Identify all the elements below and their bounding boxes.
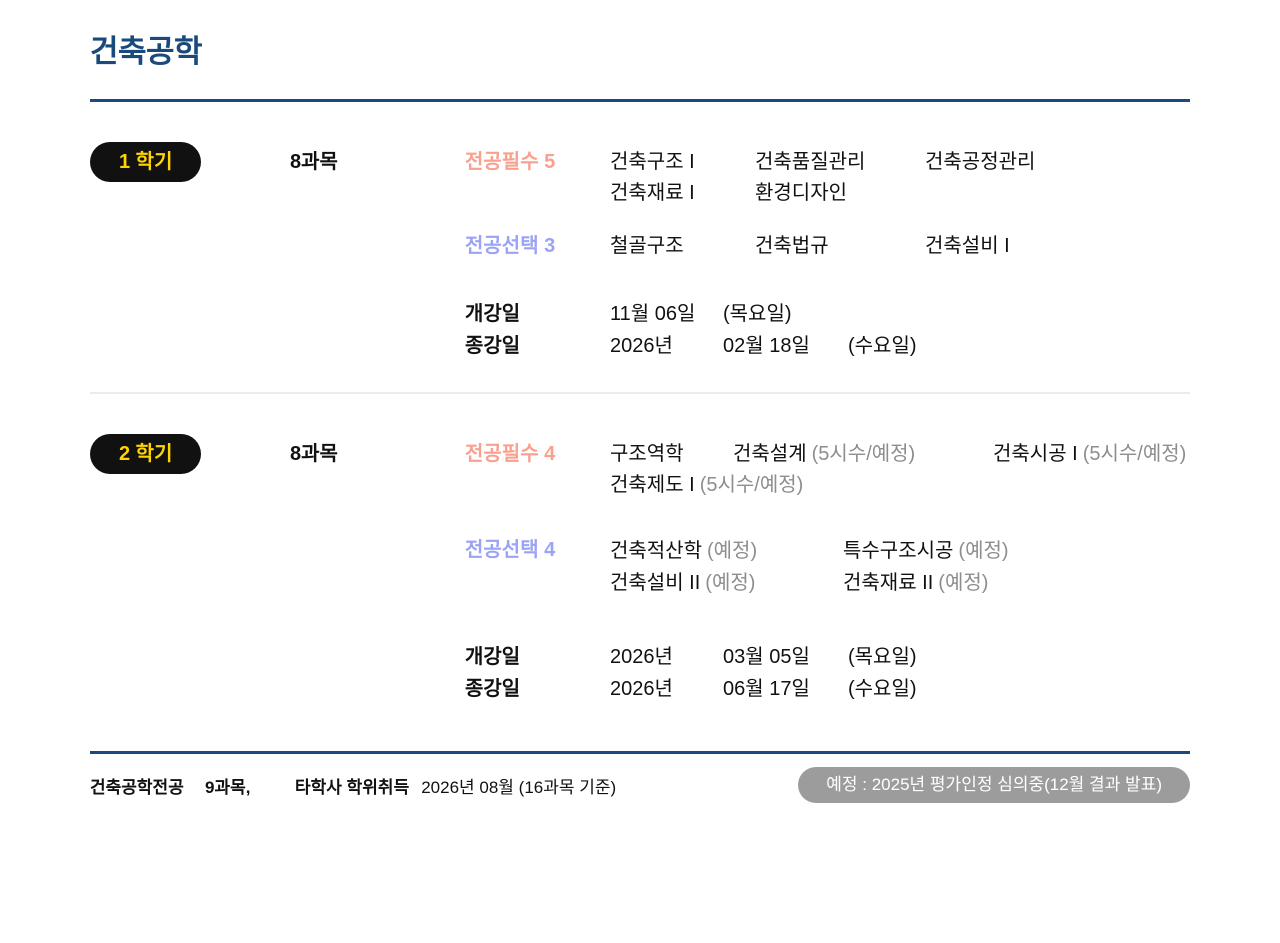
- semester-1-details: 전공필수 5 건축구조 I 건축품질관리 건축공정관리 건축재료 I 환경디자인…: [465, 142, 1190, 362]
- footer-degree-label: 타학사 학위취득: [295, 777, 410, 797]
- date-part: 2026년: [610, 646, 673, 668]
- semester-2-details: 전공필수 4 구조역학 건축설계 (5시수/예정) 건축시공 I (5시수/예정) …: [465, 434, 1190, 705]
- page: 건축공학 1 학기 8과목 전공필수 5 건축구조 I 건축품질관리 건축공정관…: [90, 34, 1190, 803]
- course-row: 건축구조 I 건축품질관리 건축공정관리: [610, 147, 1190, 178]
- accreditation-status-badge: 예정 : 2025년 평가인정 심의중(12월 결과 발표): [798, 767, 1190, 803]
- course: 건축법규: [755, 235, 829, 257]
- end-date-label: 종강일: [465, 678, 521, 700]
- course-note: (5시수/예정): [699, 474, 804, 496]
- course: 환경디자인: [755, 182, 847, 204]
- course-row: 건축설비 II (예정) 건축재료 II (예정): [610, 567, 1190, 599]
- course: 건축재료 II (예정): [843, 572, 989, 594]
- course-note: (예정): [707, 540, 758, 562]
- semester-1-elective-label: 전공선택 3: [465, 235, 556, 257]
- course-note: (5시수/예정): [1082, 443, 1187, 465]
- start-date-row: 개강일 11월 06일 (목요일): [465, 298, 1190, 330]
- course: 건축설비 II (예정): [610, 572, 756, 594]
- footer: 건축공학전공 9과목, 타학사 학위취득 2026년 08월 (16과목 기준)…: [90, 767, 1190, 803]
- semester-2-course-count: 8과목: [290, 443, 338, 465]
- semester-1-elective-group: 전공선택 3 철골구조 건축법규 건축설비 I: [465, 231, 1190, 262]
- course-note: (예정): [705, 572, 756, 594]
- course-note: (예정): [958, 540, 1009, 562]
- course: 구조역학: [610, 443, 684, 465]
- course-row: 건축제도 I (5시수/예정): [610, 470, 1190, 501]
- semester-1-section: 1 학기 8과목 전공필수 5 건축구조 I 건축품질관리 건축공정관리 건축재…: [90, 142, 1190, 362]
- start-date-row: 개강일 2026년 03월 05일 (목요일): [465, 641, 1190, 673]
- semester-2-section: 2 학기 8과목 전공필수 4 구조역학 건축설계 (5시수/예정) 건축시공 I…: [90, 434, 1190, 705]
- date-part: (목요일): [723, 303, 792, 325]
- end-date-row: 종강일 2026년 02월 18일 (수요일): [465, 330, 1190, 362]
- start-date-label: 개강일: [465, 303, 521, 325]
- date-part: 2026년: [610, 335, 673, 357]
- semester-1-required-label: 전공필수 5: [465, 151, 556, 173]
- course-row: 건축적산학 (예정) 특수구조시공 (예정): [610, 535, 1190, 567]
- semester-2-dates: 개강일 2026년 03월 05일 (목요일) 종강일 2026년 06월 17…: [465, 641, 1190, 705]
- semester-2-badge: 2 학기: [90, 434, 202, 474]
- course-row: 철골구조 건축법규 건축설비 I: [610, 231, 1190, 262]
- date-part: 06월 17일: [723, 678, 810, 700]
- course: 건축품질관리: [755, 151, 866, 173]
- course: 건축공정관리: [925, 151, 1036, 173]
- semester-1-badge-col: 1 학기: [90, 142, 290, 362]
- semester-1-dates: 개강일 11월 06일 (목요일) 종강일 2026년 02월 18일 (수요일…: [465, 298, 1190, 362]
- semester-1-course-count: 8과목: [290, 151, 338, 173]
- semester-2-badge-col: 2 학기: [90, 434, 290, 705]
- course: 건축적산학 (예정): [610, 540, 758, 562]
- top-divider: [90, 99, 1190, 102]
- course-note: (예정): [938, 572, 989, 594]
- footer-degree-date: 2026년 08월 (16과목 기준): [421, 777, 617, 797]
- course: 철골구조: [610, 235, 684, 257]
- semester-1-badge: 1 학기: [90, 142, 202, 182]
- footer-summary: 건축공학전공 9과목, 타학사 학위취득 2026년 08월 (16과목 기준): [90, 773, 616, 798]
- page-title: 건축공학: [90, 34, 203, 69]
- semester-1-required-group: 전공필수 5 건축구조 I 건축품질관리 건축공정관리 건축재료 I 환경디자인: [465, 147, 1190, 209]
- course: 건축재료 I: [610, 182, 695, 204]
- date-part: (수요일): [848, 335, 917, 357]
- end-date-label: 종강일: [465, 335, 521, 357]
- course-row: 건축재료 I 환경디자인: [610, 178, 1190, 209]
- date-part: 03월 05일: [723, 646, 810, 668]
- date-part: 02월 18일: [723, 335, 810, 357]
- course: 건축구조 I: [610, 151, 695, 173]
- course: 건축시공 I (5시수/예정): [993, 443, 1187, 465]
- course-note: (5시수/예정): [811, 443, 916, 465]
- semester-2-elective-group: 전공선택 4 건축적산학 (예정) 특수구조시공 (예정) 건축설비 II (예정) …: [465, 535, 1190, 599]
- course: 건축제도 I (5시수/예정): [610, 474, 804, 496]
- date-part: 2026년: [610, 678, 673, 700]
- course: 건축설비 I: [925, 235, 1010, 257]
- course: 특수구조시공 (예정): [843, 540, 1009, 562]
- bottom-divider: [90, 751, 1190, 754]
- semester-divider: [90, 392, 1190, 394]
- date-part: (수요일): [848, 678, 917, 700]
- date-part: 11월 06일: [610, 303, 696, 325]
- start-date-label: 개강일: [465, 646, 521, 668]
- semester-2-elective-label: 전공선택 4: [465, 539, 556, 561]
- end-date-row: 종강일 2026년 06월 17일 (수요일): [465, 673, 1190, 705]
- semester-2-required-label: 전공필수 4: [465, 443, 556, 465]
- semester-2-required-group: 전공필수 4 구조역학 건축설계 (5시수/예정) 건축시공 I (5시수/예정) …: [465, 439, 1190, 501]
- date-part: (목요일): [848, 646, 917, 668]
- footer-major-name: 건축공학전공: [90, 777, 184, 797]
- course: 건축설계 (5시수/예정): [733, 443, 916, 465]
- course-row: 구조역학 건축설계 (5시수/예정) 건축시공 I (5시수/예정): [610, 439, 1190, 470]
- footer-course-count: 9과목,: [205, 777, 251, 797]
